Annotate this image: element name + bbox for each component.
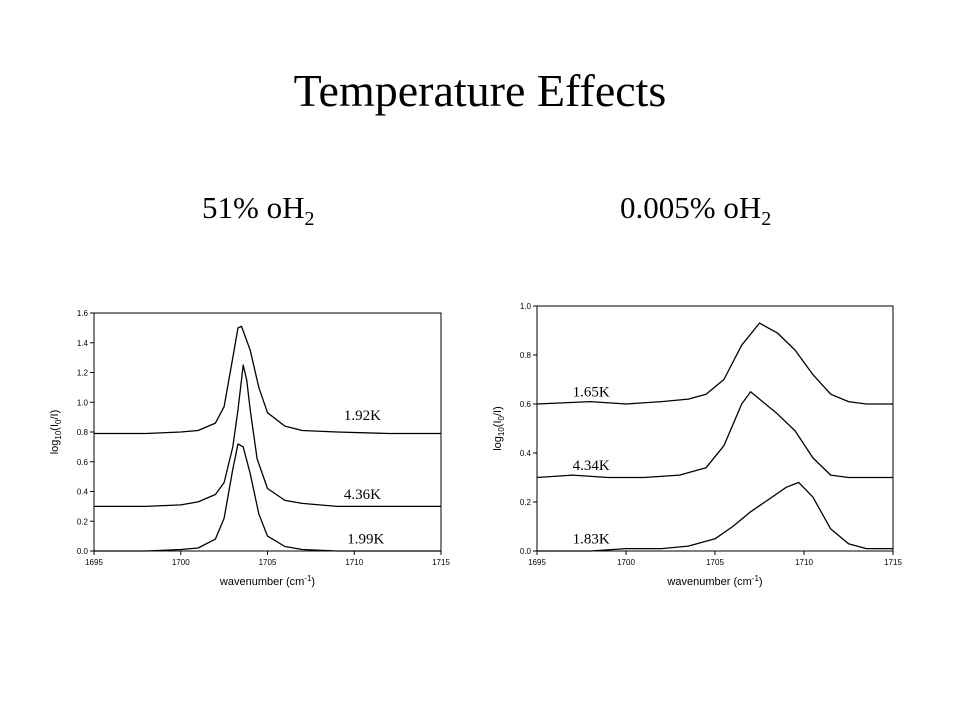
subtitle-left-main: 51% oH: [202, 190, 305, 225]
subtitle-left: 51% oH2: [202, 190, 314, 231]
series-line-1: [94, 364, 441, 508]
subtitle-right-subscript: 2: [761, 208, 772, 231]
x-axis-label: wavenumber (cm-1): [666, 574, 762, 588]
slide-title: Temperature Effects: [293, 65, 667, 116]
y-tick-label: 0.8: [77, 428, 89, 437]
series-line-1: [536, 391, 893, 479]
curve-label: 4.36K: [344, 487, 381, 503]
y-tick-label: 0.0: [77, 547, 89, 556]
x-tick-label: 1705: [259, 558, 277, 567]
x-tick-label: 1695: [528, 558, 546, 567]
y-tick-label: 0.6: [77, 458, 89, 467]
x-tick-label: 1710: [795, 558, 813, 567]
y-tick-label: 1.2: [77, 369, 89, 378]
x-tick-label: 1715: [884, 558, 902, 567]
subtitle-left-subscript: 2: [304, 208, 315, 231]
series-line-0: [536, 322, 893, 405]
x-tick-label: 1700: [172, 558, 190, 567]
y-tick-label: 1.6: [77, 309, 89, 318]
y-axis-label: log10(I0/I): [492, 406, 506, 451]
chart-right: 1695 1700 1705 1710 1715 0.0 0.2 0.4 0.6 0.8 1.0 wa…: [492, 302, 902, 588]
y-tick-label: 1.0: [520, 302, 532, 311]
series-line-2: [94, 443, 441, 552]
curve-label: 4.34K: [573, 458, 610, 474]
x-tick-label: 1710: [345, 558, 363, 567]
plot-frame: [93, 312, 442, 552]
curve-label: 1.83K: [573, 532, 610, 548]
y-tick-label: 0.2: [520, 498, 532, 507]
subtitle-right-main: 0.005% oH: [620, 190, 762, 225]
curve-label: 1.65K: [573, 385, 610, 401]
series-line-0: [94, 325, 441, 435]
y-tick-label: 0.0: [520, 547, 532, 556]
x-tick-label: 1705: [706, 558, 724, 567]
curve-label: 1.99K: [347, 532, 384, 548]
x-tick-label: 1695: [85, 558, 103, 567]
chart-left: 1695 1700 1705 1710 1715 0.0 0.2 0.4 0.6 0.8 1.0 1.…: [49, 309, 450, 588]
y-tick-label: 0.4: [77, 488, 89, 497]
y-tick-label: 0.2: [77, 517, 89, 526]
x-tick-label: 1715: [432, 558, 450, 567]
y-axis-label: log10(I0/I): [49, 410, 63, 455]
y-tick-label: 1.0: [77, 398, 89, 407]
plot-frame: [536, 305, 894, 552]
y-tick-label: 0.8: [520, 351, 532, 360]
y-tick-label: 1.4: [77, 339, 89, 348]
subtitle-right: 0.005% oH2: [620, 190, 771, 231]
curve-label: 1.92K: [344, 408, 381, 424]
x-axis-label: wavenumber (cm-1): [219, 574, 315, 588]
y-tick-label: 0.4: [520, 449, 532, 458]
series-line-2: [537, 481, 893, 552]
y-tick-label: 0.6: [520, 400, 532, 409]
x-tick-label: 1700: [617, 558, 635, 567]
